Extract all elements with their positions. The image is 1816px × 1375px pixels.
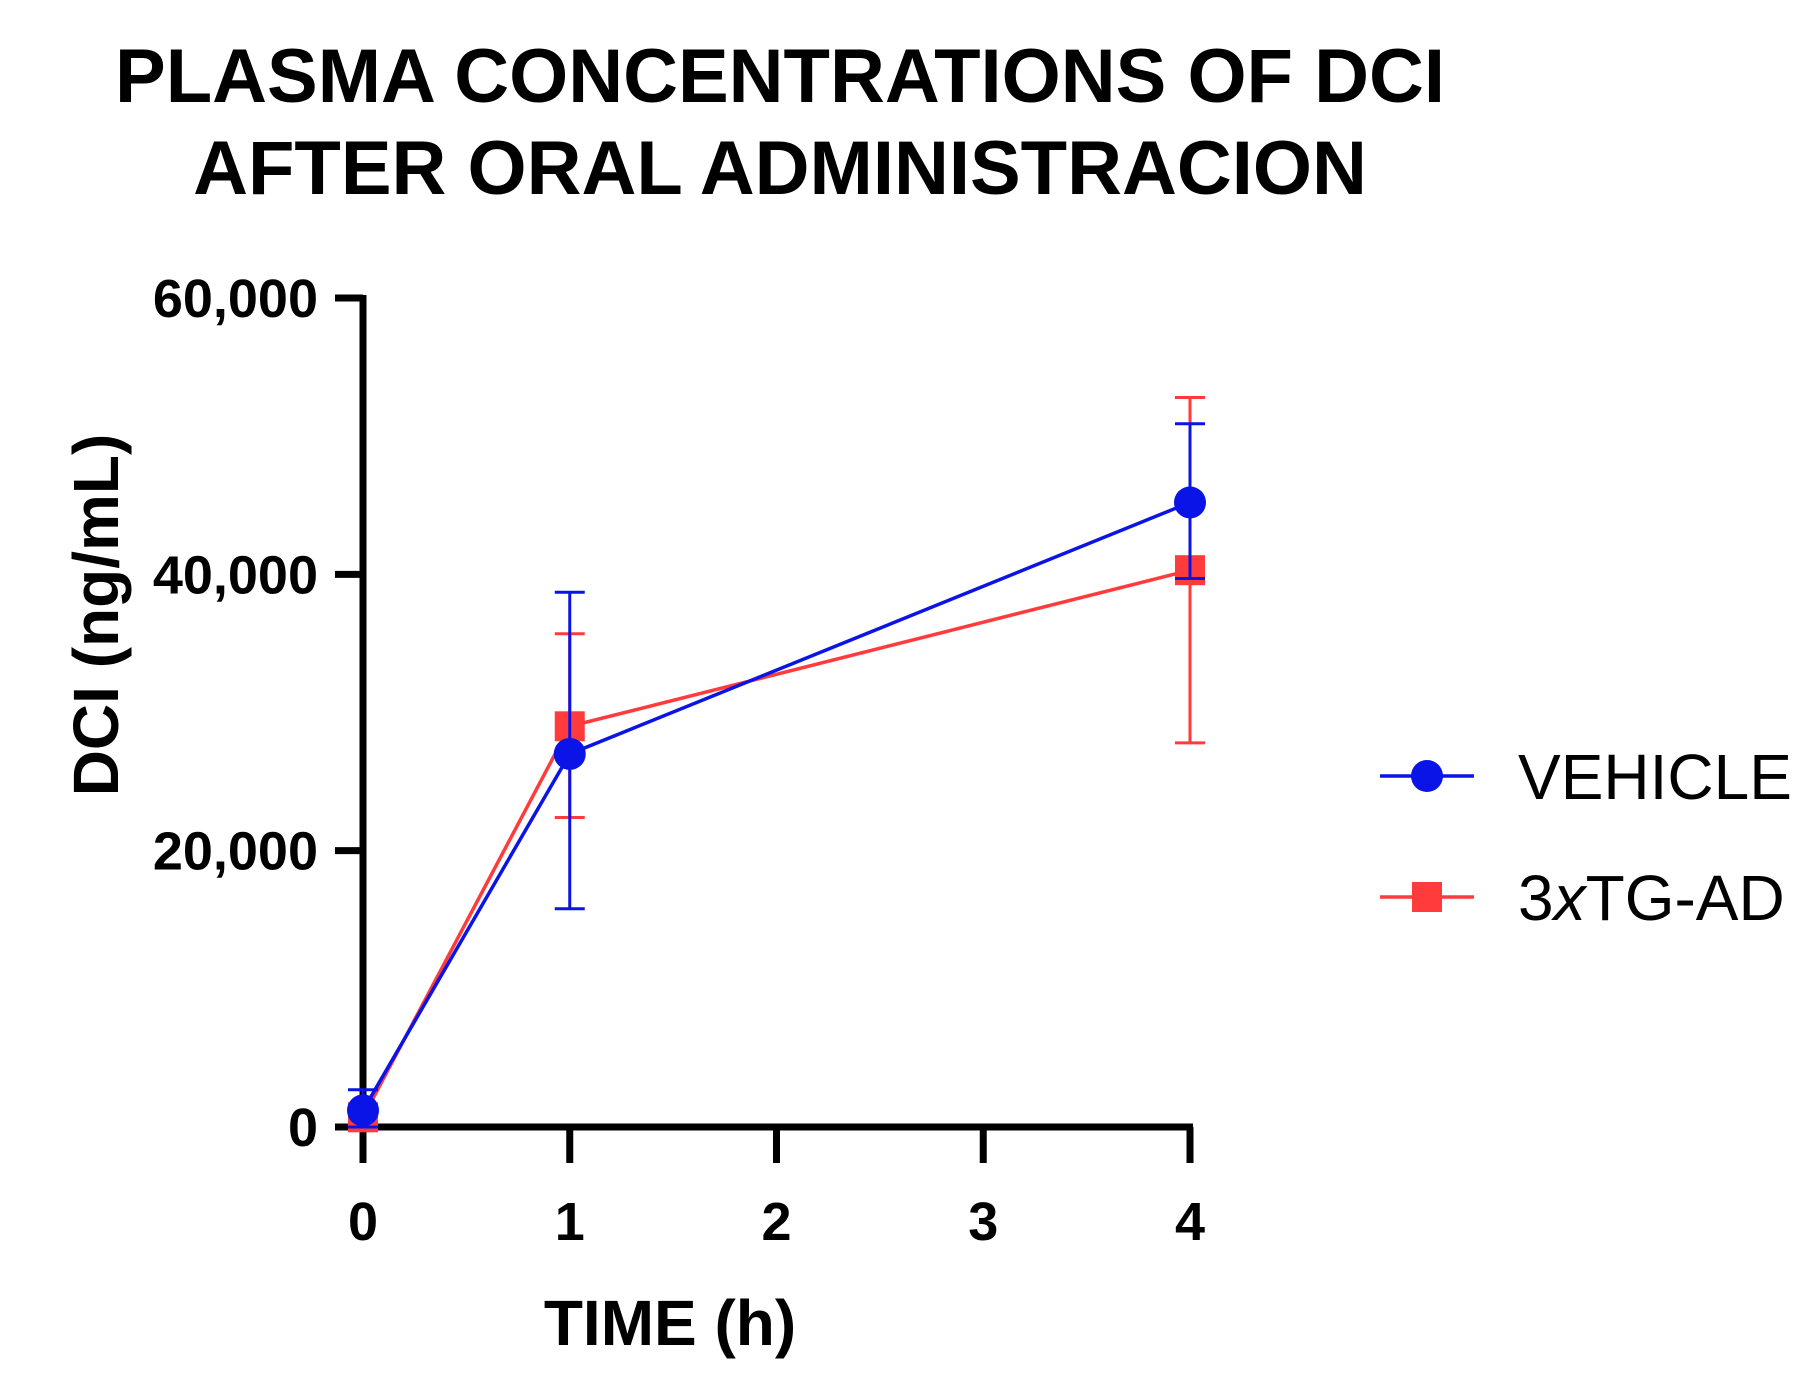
x-tick-label: 4 [1175, 1192, 1205, 1252]
plot-area: 0 20,000 40,000 60,000 0 1 2 3 4 [153, 269, 1206, 1252]
y-axis-label: DCI (ng/mL) [60, 434, 132, 797]
legend-label-vehicle: VEHICLE [1518, 741, 1792, 813]
chart-title-line-1: PLASMA CONCENTRATIONS OF DCI [115, 34, 1445, 119]
y-tick-label: 0 [288, 1098, 318, 1158]
vehicle-point [347, 1094, 379, 1127]
x-tick-label: 1 [555, 1192, 585, 1252]
vehicle-series-line [361, 500, 1191, 1112]
legend-label-3xtg-ad: 3xTG-AD [1518, 862, 1785, 934]
y-tick-label: 20,000 [153, 822, 318, 882]
x-tick-label: 3 [968, 1192, 998, 1252]
chart-title-line-2: AFTER ORAL ADMINISTRACION [193, 126, 1367, 211]
legend: VEHICLE 3xTG-AD [1380, 741, 1792, 934]
legend-marker-3xtg-ad [1412, 882, 1442, 912]
y-tick-label: 60,000 [153, 269, 318, 329]
3xtg-ad-series-line [361, 568, 1191, 1119]
x-axis-label: TIME (h) [544, 1287, 796, 1359]
vehicle-point [1174, 486, 1206, 519]
legend-marker-vehicle [1411, 760, 1443, 792]
x-tick-label: 0 [348, 1192, 378, 1252]
vehicle-point [553, 737, 586, 770]
x-tick-label: 2 [761, 1192, 791, 1252]
y-tick-label: 40,000 [153, 545, 318, 605]
